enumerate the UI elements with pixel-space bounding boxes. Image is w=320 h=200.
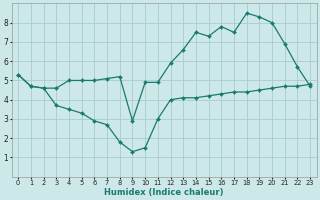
X-axis label: Humidex (Indice chaleur): Humidex (Indice chaleur): [104, 188, 224, 197]
